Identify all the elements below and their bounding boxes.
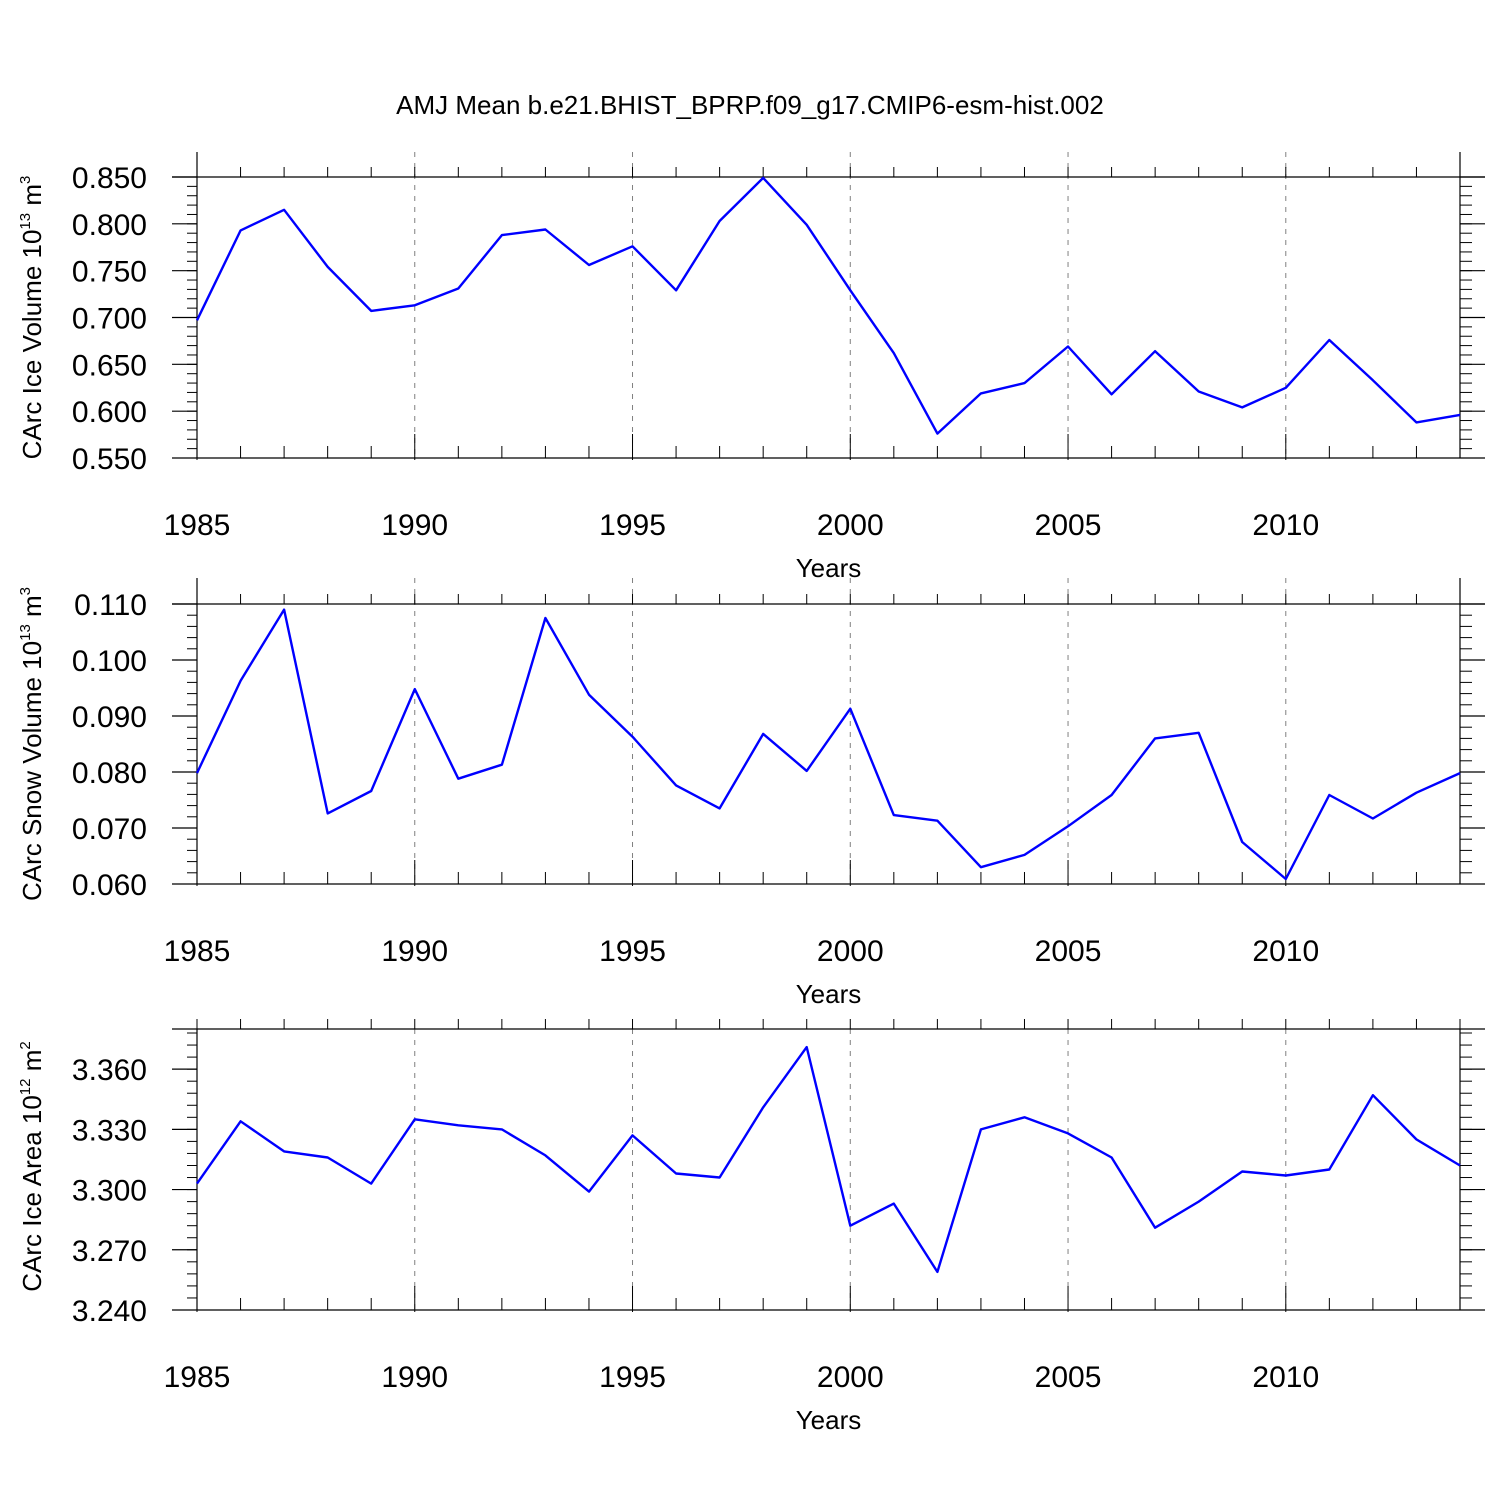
chart-panel-2: 1985 1990 1995 2000 2005 2010 Years 0.060 0.070 0… <box>17 578 1485 1009</box>
y-tick-label: 0.750 <box>72 256 147 289</box>
series-line <box>195 176 1461 435</box>
x-tick-label: 2005 <box>1035 1361 1102 1394</box>
x-tick-label: 1990 <box>381 509 448 542</box>
y-tick-label: 0.110 <box>74 589 147 622</box>
chart-panel-1: 1985 1990 1995 2000 2005 2010 Years 0.550 0.600 0… <box>17 152 1485 583</box>
y-axis-title: CArc Snow Volume 1013 m3 <box>17 587 47 901</box>
y-tick-label: 0.700 <box>72 303 147 336</box>
y-tick-label: 0.650 <box>72 349 147 382</box>
plots: 1985 1990 1995 2000 2005 2010 Years 0.550 0.600 0… <box>17 152 1485 1435</box>
x-tick-label: 2010 <box>1252 1361 1319 1394</box>
chart-panel-3: 1985 1990 1995 2000 2005 2010 Years 3.240 3.270 3… <box>17 1019 1485 1435</box>
y-tick-label: 3.240 <box>72 1295 147 1328</box>
y-tick-label: 3.270 <box>72 1235 147 1268</box>
x-tick-label: 2005 <box>1035 509 1102 542</box>
x-tick-label: 1985 <box>164 935 231 968</box>
y-tick-label: 0.550 <box>72 443 147 476</box>
x-tick-label: 2010 <box>1252 509 1319 542</box>
y-tick-label: 0.080 <box>72 757 147 790</box>
x-axis-title: Years <box>796 979 862 1009</box>
x-tick-label: 1990 <box>381 1361 448 1394</box>
series-line <box>196 1045 1461 1274</box>
y-tick-label: 3.300 <box>72 1175 147 1208</box>
y-tick-label: 3.360 <box>72 1054 147 1087</box>
y-tick-label: 0.850 <box>72 162 147 195</box>
x-tick-label: 2005 <box>1035 935 1102 968</box>
y-tick-label: 0.800 <box>72 209 147 242</box>
x-tick-label: 2000 <box>817 509 884 542</box>
x-axis-title: Years <box>796 1405 862 1435</box>
x-tick-label: 1995 <box>599 1361 666 1394</box>
x-tick-label: 1995 <box>599 935 666 968</box>
y-axis-title: CArc Ice Area 1012 m2 <box>17 1041 47 1291</box>
x-axis-title: Years <box>796 553 862 583</box>
y-tick-label: 0.600 <box>72 396 147 429</box>
figure-title: AMJ Mean b.e21.BHIST_BPRP.f09_g17.CMIP6-… <box>396 90 1104 120</box>
x-tick-label: 1995 <box>599 509 666 542</box>
y-tick-label: 3.330 <box>72 1114 147 1147</box>
y-tick-label: 0.070 <box>72 813 147 846</box>
x-tick-label: 2000 <box>817 1361 884 1394</box>
y-axis-title: CArc Ice Volume 1013 m3 <box>17 176 47 460</box>
x-tick-label: 2000 <box>817 935 884 968</box>
x-tick-label: 2010 <box>1252 935 1319 968</box>
x-tick-label: 1985 <box>164 509 231 542</box>
x-tick-label: 1985 <box>164 1361 231 1394</box>
y-tick-label: 0.060 <box>72 869 147 902</box>
x-tick-label: 1990 <box>381 935 448 968</box>
series-line <box>195 608 1461 881</box>
y-tick-label: 0.100 <box>72 645 147 678</box>
y-tick-label: 0.090 <box>72 701 147 734</box>
